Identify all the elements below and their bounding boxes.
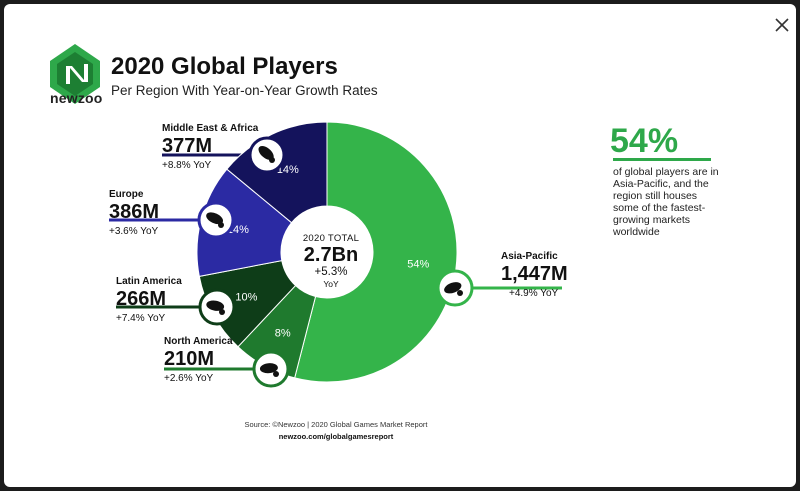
region-yoy: +8.8% YoY — [162, 160, 212, 171]
logo-text: newzoo — [50, 90, 103, 106]
slice-percent-label: 54% — [407, 259, 429, 271]
region-name: Asia-Pacific — [501, 251, 558, 262]
region-name: Europe — [109, 189, 144, 200]
slice-percent-label: 14% — [277, 164, 299, 176]
page-subtitle: Per Region With Year-on-Year Growth Rate… — [111, 83, 378, 98]
region-label-latin-america: Latin America 266M +7.4% YoY — [116, 276, 182, 324]
chart-total: 2020 TOTAL 2.7Bn +5.3% YoY — [294, 233, 368, 289]
middle-east-africa-map-icon — [248, 136, 286, 174]
total-value: 2.7Bn — [303, 244, 359, 266]
region-value: 377M — [162, 135, 213, 157]
latin-america-map-icon — [198, 288, 236, 326]
north-america-map-icon — [252, 350, 290, 388]
callout-divider — [613, 158, 711, 161]
region-name: Latin America — [116, 276, 182, 287]
source-url[interactable]: newzoo.com/globalgamesreport — [278, 432, 394, 441]
source-note: Source: ©Newzoo | 2020 Global Games Mark… — [244, 420, 428, 429]
region-value: 266M — [116, 288, 167, 310]
region-value: 210M — [164, 348, 215, 370]
region-name: North America — [164, 336, 233, 347]
region-yoy: +7.4% YoY — [116, 313, 166, 324]
report-card: newzoo 2020 Global Players Per Region Wi… — [4, 4, 796, 487]
region-label-middle-east-africa: Middle East & Africa 377M +8.8% YoY — [162, 123, 258, 171]
region-label-north-america: North America 210M +2.6% YoY — [164, 336, 233, 384]
donut-slice-europe — [196, 168, 293, 277]
callout-text: of global players are in Asia-Pacific, a… — [613, 166, 719, 238]
slice-percent-label: 8% — [275, 328, 291, 340]
page-title: 2020 Global Players — [111, 53, 338, 80]
donut-hole — [282, 207, 372, 297]
callout-percent: 54% — [610, 122, 679, 160]
region-yoy: +4.9% YoY — [509, 288, 559, 299]
region-yoy: +3.6% YoY — [109, 226, 159, 237]
asia-pacific-map-icon — [436, 269, 474, 307]
donut-chart: 54%8%10%14%14% — [109, 121, 562, 388]
close-icon[interactable] — [774, 17, 790, 33]
region-value: 1,447M — [501, 263, 568, 285]
total-growth-unit: YoY — [323, 279, 339, 289]
slice-percent-label: 10% — [235, 291, 257, 303]
europe-map-icon — [197, 201, 235, 239]
region-label-asia-pacific: Asia-Pacific 1,447M +4.9% YoY — [501, 251, 568, 299]
newzoo-logo-icon — [50, 44, 100, 104]
region-name: Middle East & Africa — [162, 123, 259, 134]
total-label: 2020 TOTAL — [302, 233, 360, 244]
region-label-europe: Europe 386M +3.6% YoY — [109, 189, 159, 237]
region-yoy: +2.6% YoY — [164, 373, 214, 384]
region-value: 386M — [109, 201, 160, 223]
total-growth: +5.3% — [314, 266, 348, 278]
donut-slice-asia-pacific — [294, 121, 458, 383]
